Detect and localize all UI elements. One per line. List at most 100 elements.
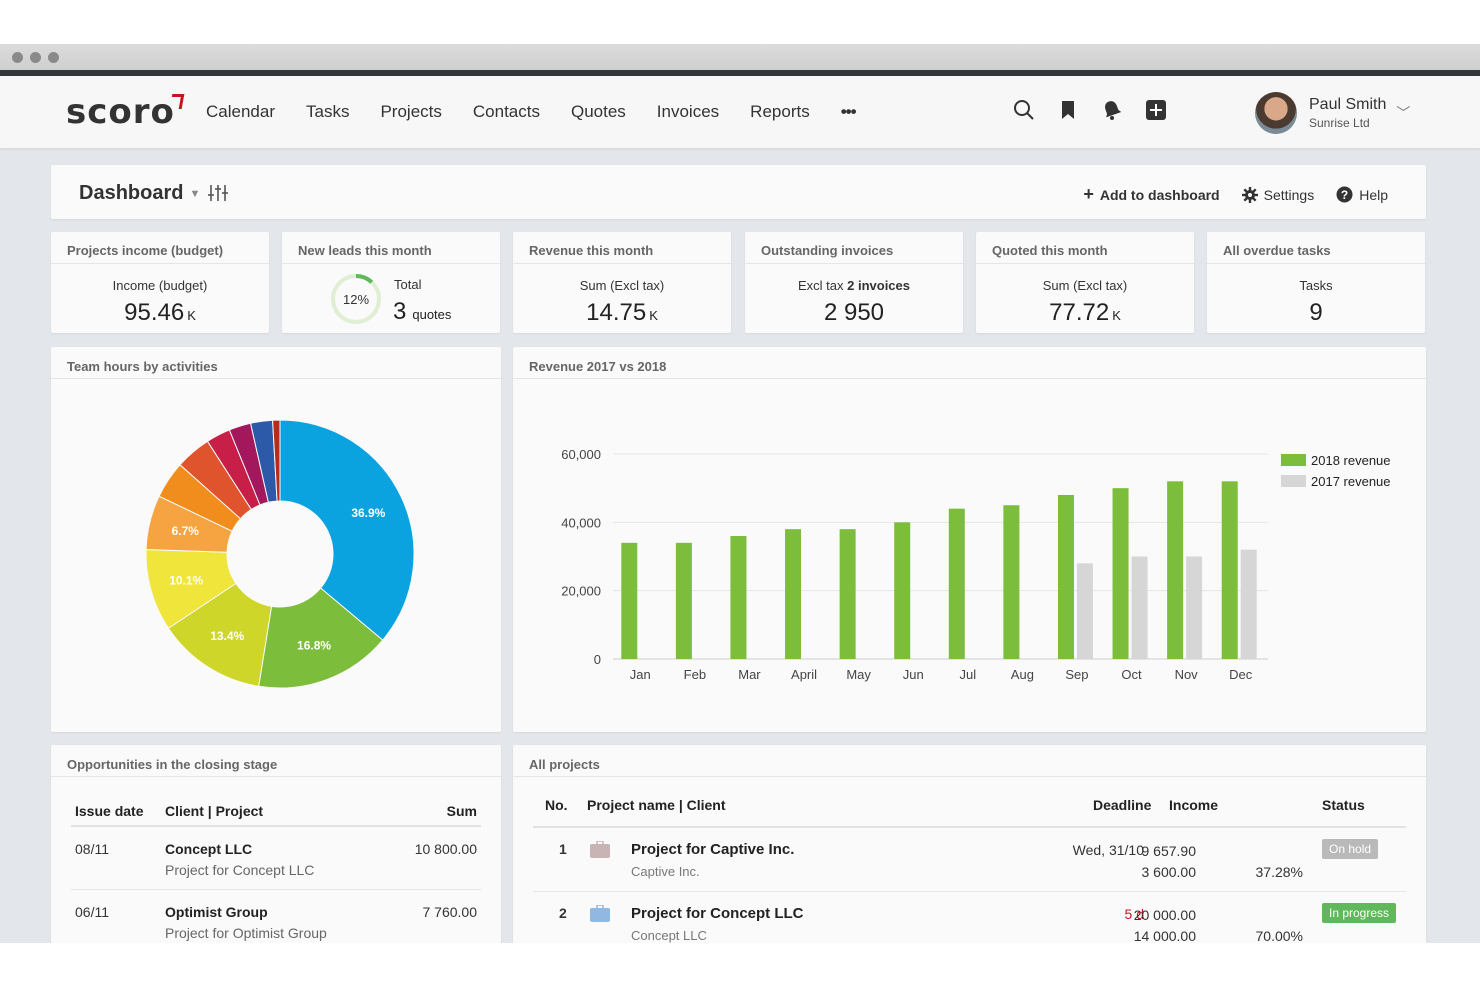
bell-icon[interactable] — [1100, 98, 1124, 122]
bar-2018[interactable] — [894, 522, 911, 659]
kpi-unit: K — [1112, 308, 1121, 323]
menu-projects[interactable]: Projects — [380, 102, 442, 121]
nav-icons — [1012, 98, 1168, 122]
col-no[interactable]: No. — [545, 797, 568, 813]
menu-calendar[interactable]: Calendar — [206, 102, 275, 121]
project-name[interactable]: Project for Optimist Group — [165, 924, 327, 941]
bar-2018[interactable] — [1112, 488, 1129, 659]
settings-button[interactable]: Settings — [1241, 184, 1314, 205]
user-menu[interactable]: Paul Smith Sunrise Ltd ﹀ — [1255, 92, 1410, 134]
status-badge[interactable]: On hold — [1322, 839, 1379, 859]
table-row[interactable]: 2 Project for Concept LLC Concept LLC 5 … — [533, 892, 1406, 943]
search-icon[interactable] — [1012, 98, 1036, 122]
issue-date: 06/11 — [75, 903, 109, 920]
chevron-down-icon[interactable]: ﹀ — [1396, 105, 1411, 121]
bar-2017[interactable] — [1240, 549, 1257, 659]
kpi-quoted-month[interactable]: Quoted this month Sum (Excl tax) 77.72 K — [976, 232, 1194, 333]
add-icon[interactable] — [1144, 98, 1168, 122]
scoro-logo[interactable]: scoro — [66, 92, 185, 132]
col-sum[interactable]: Sum — [446, 803, 477, 819]
dashboard-actions: + Add to dashboard Settings ? Help — [1083, 184, 1388, 205]
menu-invoices[interactable]: Invoices — [656, 102, 720, 121]
filter-sliders-icon[interactable] — [208, 184, 228, 207]
bar-2018[interactable] — [621, 542, 638, 659]
col-client-project[interactable]: Client | Project — [165, 803, 264, 819]
project-name[interactable]: Project for Captive Inc. — [631, 841, 795, 858]
client-name[interactable]: Optimist Group — [165, 903, 268, 920]
pie-slice-label: 36.9% — [351, 506, 385, 520]
status-badge[interactable]: In progress — [1322, 903, 1397, 923]
bar-2018[interactable] — [839, 529, 856, 659]
add-to-dashboard-button[interactable]: + Add to dashboard — [1083, 184, 1219, 205]
bookmark-icon[interactable] — [1056, 98, 1080, 122]
income-budget: 20 000.00 — [1133, 907, 1196, 923]
table-row[interactable]: 08/11 Concept LLC Project for Concept LLC… — [71, 826, 481, 889]
col-project-name[interactable]: Project name | Client — [587, 797, 726, 813]
kpi-outstanding-invoices[interactable]: Outstanding invoices Excl tax 2 invoices… — [745, 232, 963, 333]
income-percent: 70.00% — [1255, 928, 1303, 943]
panel-title: All projects — [513, 745, 1426, 777]
bar-2018[interactable] — [1167, 481, 1184, 659]
avatar — [1255, 92, 1297, 134]
kpi-unit: quotes — [412, 307, 452, 322]
window-minimize-dot[interactable] — [30, 51, 41, 63]
pie-slice[interactable] — [272, 419, 281, 502]
client-name[interactable]: Captive Inc. — [631, 864, 700, 879]
menu-reports[interactable]: Reports — [750, 102, 810, 121]
caret-down-icon[interactable]: ▼ — [189, 187, 201, 200]
bar-2017[interactable] — [1186, 556, 1203, 660]
kpi-number: 77.72 — [1049, 299, 1110, 326]
client-name[interactable]: Concept LLC — [631, 928, 707, 943]
menu-contacts[interactable]: Contacts — [472, 102, 540, 121]
col-status[interactable]: Status — [1322, 797, 1365, 813]
legend-label[interactable]: 2017 revenue — [1311, 474, 1391, 489]
kpi-revenue-month[interactable]: Revenue this month Sum (Excl tax) 14.75 K — [513, 232, 731, 333]
menu-tasks[interactable]: Tasks — [306, 102, 350, 121]
bar-2017[interactable] — [1131, 556, 1148, 660]
project-name[interactable]: Project for Concept LLC — [165, 862, 315, 878]
bar-2018[interactable] — [1057, 495, 1074, 659]
kpi-number: 3 — [393, 298, 407, 325]
menu-quotes[interactable]: Quotes — [570, 102, 626, 121]
bar-2018[interactable] — [948, 508, 965, 659]
col-deadline[interactable]: Deadline — [1093, 797, 1152, 813]
dashboard-title[interactable]: Dashboard ▼ — [79, 182, 200, 205]
window-close-dot[interactable] — [12, 51, 23, 63]
bar-2017[interactable] — [1076, 563, 1093, 659]
col-income[interactable]: Income — [1169, 797, 1219, 813]
pie-slice[interactable] — [279, 419, 415, 641]
user-name: Paul Smith — [1309, 96, 1387, 113]
project-name[interactable]: Project for Concept LLC — [631, 905, 804, 922]
legend-swatch — [1281, 454, 1306, 466]
kpi-number: 14.75 — [586, 299, 647, 326]
kpi-title: Quoted this month — [976, 232, 1194, 264]
kpi-new-leads[interactable]: New leads this month 12% Total 3 quotes — [282, 232, 500, 333]
kpi-value: 77.72 K — [976, 299, 1194, 327]
kpi-projects-income[interactable]: Projects income (budget) Income (budget)… — [51, 232, 269, 333]
x-tick-label: Jul — [959, 667, 976, 682]
table-row[interactable]: 1 Project for Captive Inc. Captive Inc. … — [533, 828, 1406, 892]
table-row[interactable]: 06/11 Optimist Group Project for Optimist… — [71, 889, 481, 943]
x-tick-label: Jan — [630, 667, 651, 682]
kpi-overdue-tasks[interactable]: All overdue tasks Tasks 9 — [1207, 232, 1425, 333]
bar-2018[interactable] — [1003, 505, 1020, 659]
pie-slice[interactable] — [258, 587, 384, 689]
client-name[interactable]: Concept LLC — [165, 841, 253, 857]
bar-2018[interactable] — [1221, 481, 1238, 659]
dashboard-title-text: Dashboard — [79, 182, 184, 204]
bar-2018[interactable] — [730, 536, 747, 659]
window-maximize-dot[interactable] — [48, 51, 59, 63]
bar-2018[interactable] — [785, 529, 802, 659]
bar-2018[interactable] — [675, 542, 692, 659]
logo-text: scoro — [66, 92, 175, 132]
menu-more[interactable]: ••• — [840, 102, 857, 121]
revenue-panel: Revenue 2017 vs 2018 60,000 40,000 20,000 0… — [513, 347, 1426, 732]
help-button[interactable]: ? Help — [1336, 184, 1388, 205]
pie-slice-label: 6.7% — [172, 524, 200, 538]
legend-label[interactable]: 2018 revenue — [1311, 453, 1391, 468]
col-issue-date[interactable]: Issue date — [75, 803, 144, 819]
user-company: Sunrise Ltd — [1309, 116, 1370, 130]
x-tick-label: Jun — [903, 667, 924, 682]
kpi-label: Tasks — [1299, 278, 1333, 293]
team-hours-panel: Team hours by activities 36.9% 16.8% 13.4%… — [51, 347, 501, 732]
